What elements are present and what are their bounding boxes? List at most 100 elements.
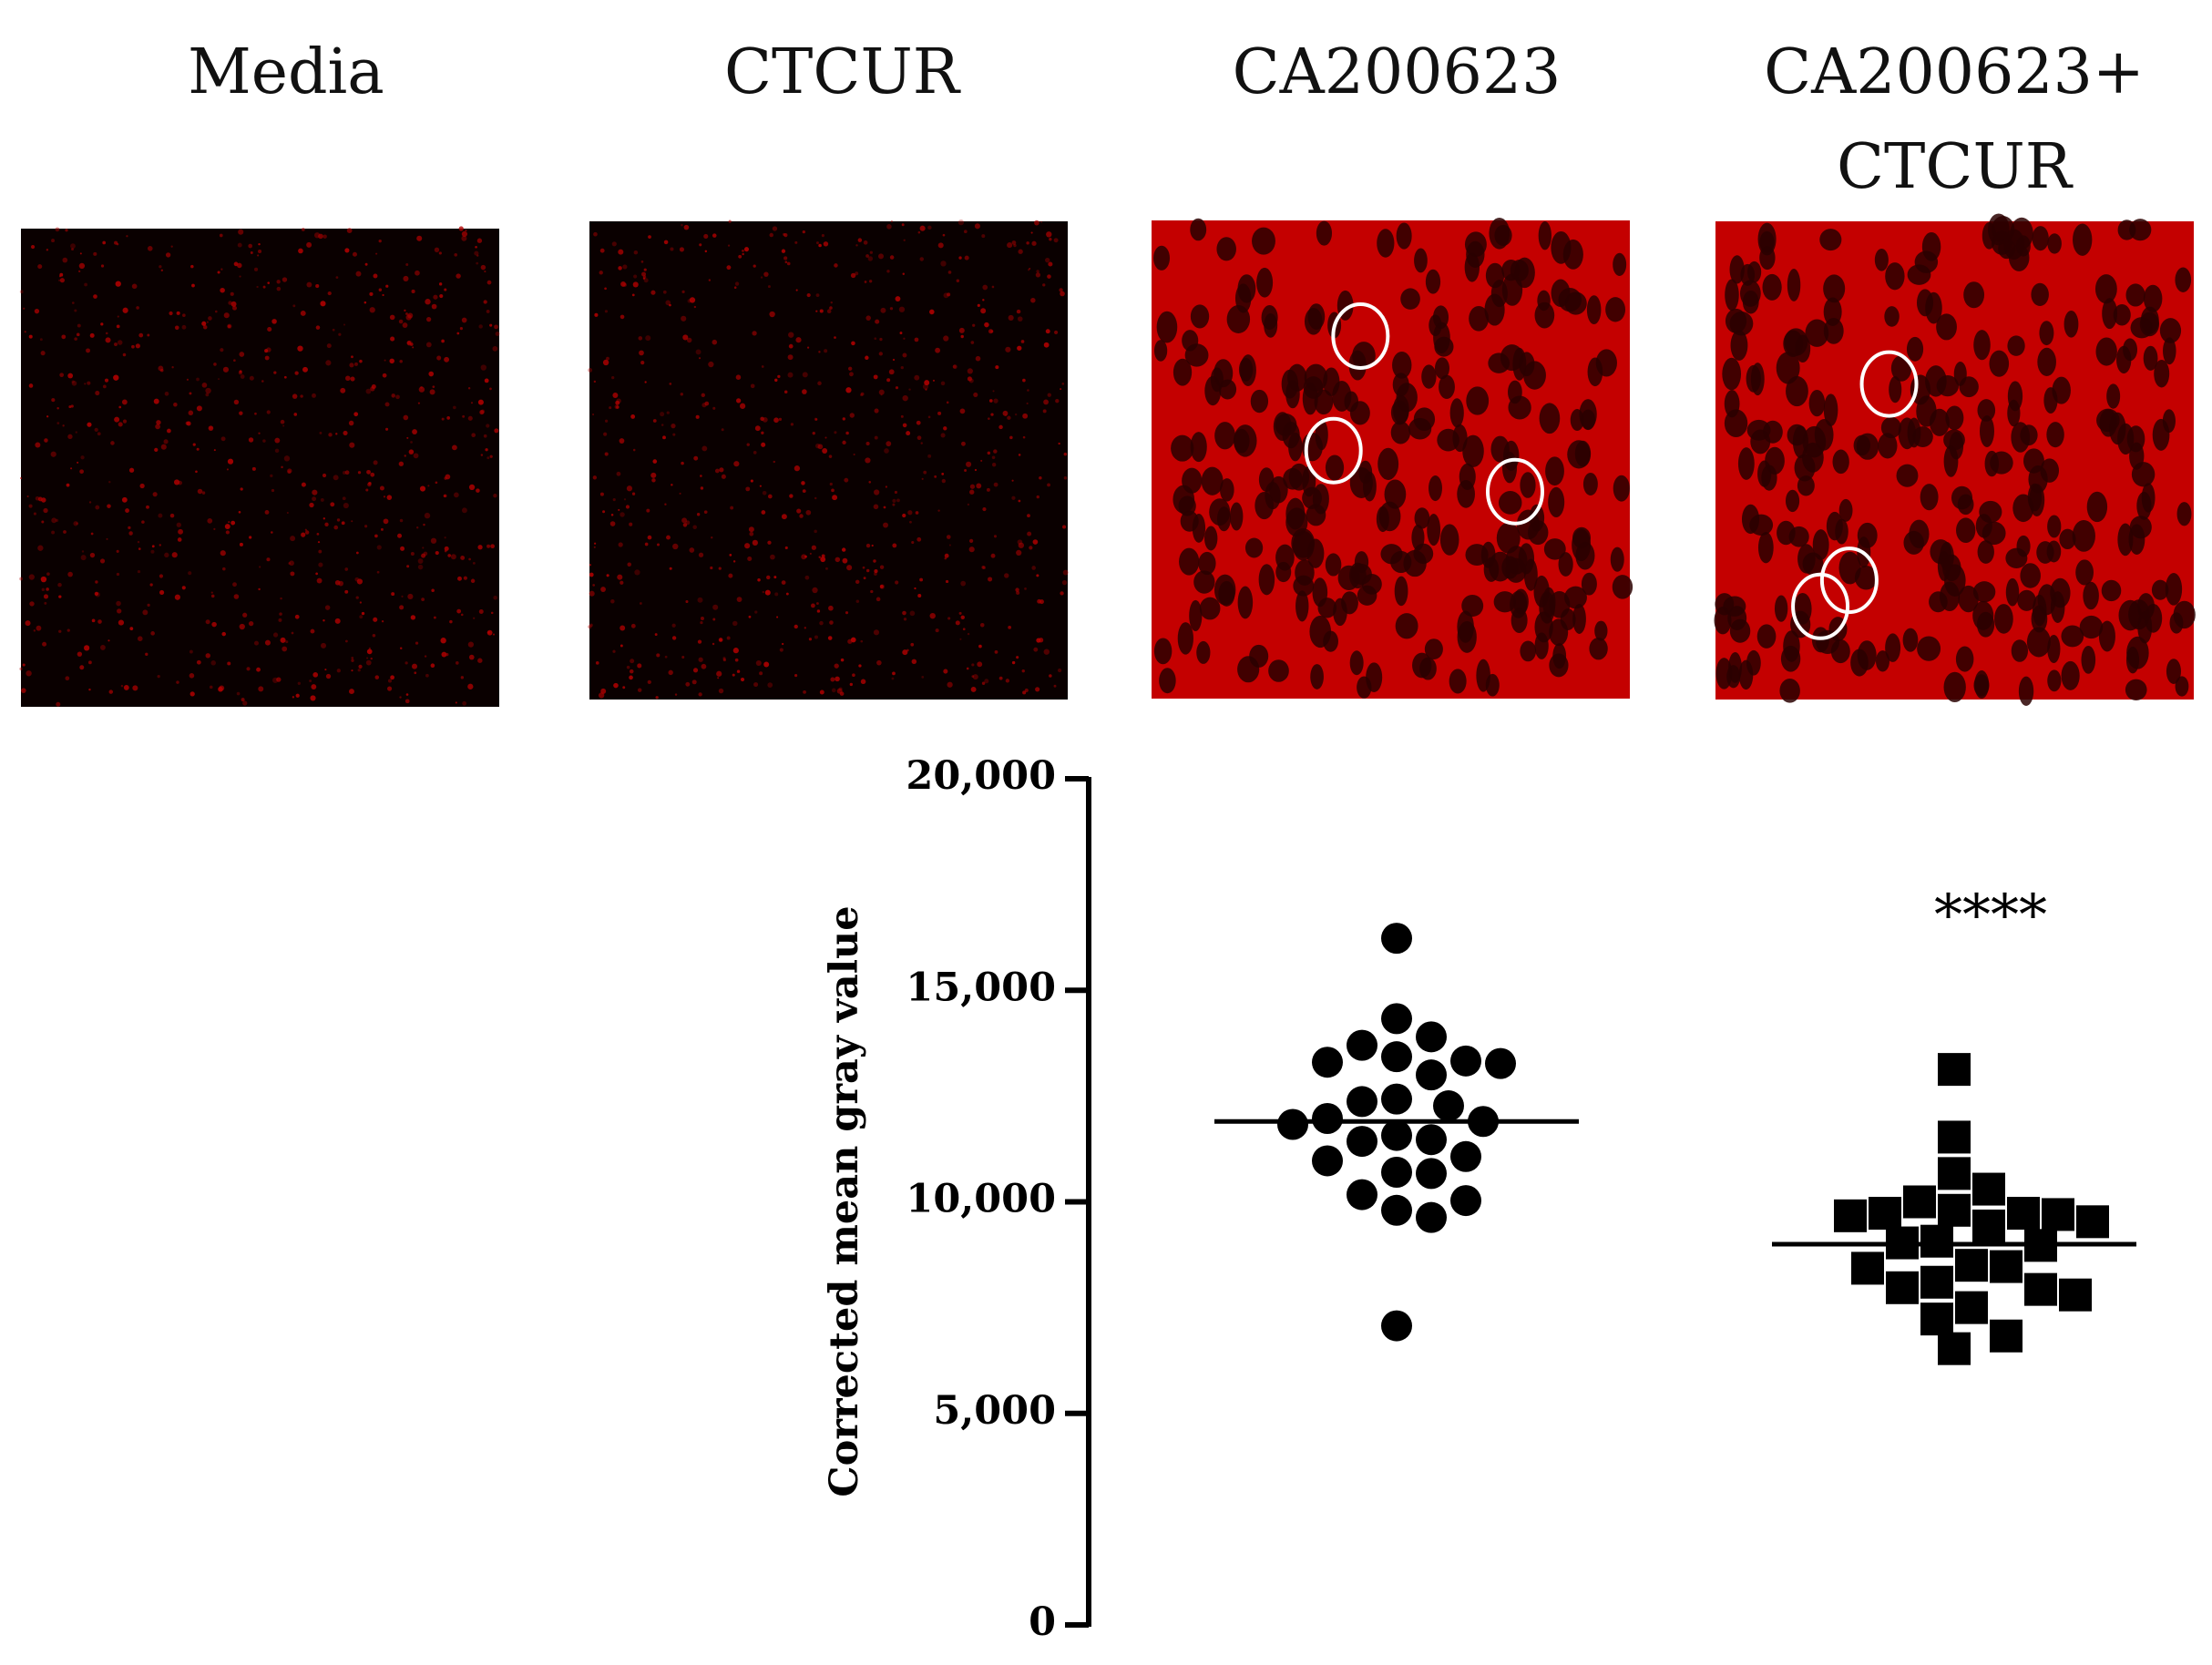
speck	[701, 393, 705, 398]
cell-nucleus	[2101, 579, 2122, 602]
speck	[73, 521, 78, 526]
speck	[220, 348, 224, 352]
speck	[1022, 690, 1027, 695]
speck	[963, 230, 968, 234]
speck	[781, 580, 786, 585]
speck	[1027, 514, 1030, 518]
speck	[283, 375, 287, 379]
speck	[753, 264, 756, 268]
speck	[389, 314, 395, 321]
speck	[879, 337, 883, 342]
cell-nucleus	[1449, 669, 1467, 694]
speck	[366, 469, 371, 475]
speck	[629, 675, 633, 680]
speck	[964, 255, 969, 260]
cell-nucleus	[1802, 552, 1824, 576]
speck	[860, 392, 865, 396]
speck	[602, 510, 606, 514]
speck	[310, 628, 315, 634]
cell-nucleus	[1729, 255, 1745, 284]
speck	[589, 564, 591, 567]
cell-nucleus	[1722, 357, 1742, 391]
speck	[700, 617, 704, 621]
speck	[829, 620, 834, 625]
speck	[431, 303, 437, 310]
cell-nucleus	[1159, 668, 1176, 694]
speck	[977, 661, 983, 668]
cell-nucleus	[1936, 313, 1957, 341]
speck	[291, 631, 294, 635]
speck	[108, 689, 114, 694]
cell-nucleus	[1724, 390, 1740, 418]
cell-nucleus	[2052, 376, 2071, 404]
speck	[610, 598, 615, 604]
speck	[761, 365, 764, 368]
speck	[640, 360, 645, 365]
data-square	[1990, 1250, 2023, 1283]
speck	[669, 567, 672, 570]
speck	[67, 434, 73, 440]
speck	[728, 220, 732, 223]
speck	[160, 269, 163, 271]
speck	[865, 254, 869, 258]
data-square	[2059, 1278, 2092, 1312]
speck	[865, 315, 871, 321]
cell-nucleus	[1548, 486, 1565, 517]
speck	[222, 567, 226, 571]
speck	[94, 427, 98, 433]
cell-nucleus	[2143, 284, 2163, 312]
cell-nucleus	[1252, 227, 1275, 255]
speck	[351, 355, 353, 359]
speck	[446, 416, 450, 420]
cell-nucleus	[1777, 520, 1796, 546]
speck	[988, 417, 990, 420]
speck	[476, 261, 479, 265]
cell-nucleus	[1730, 330, 1748, 361]
speck	[419, 485, 426, 492]
cell-nucleus	[1973, 674, 1990, 697]
speck	[799, 514, 804, 518]
speck	[672, 543, 679, 550]
speck	[844, 477, 849, 483]
speck	[992, 390, 995, 393]
speck	[208, 316, 212, 321]
speck	[700, 620, 703, 625]
speck	[121, 496, 128, 503]
speck	[51, 530, 56, 535]
speck	[476, 238, 483, 243]
speck	[226, 468, 229, 471]
data-point	[1433, 1090, 1464, 1122]
speck	[239, 370, 242, 373]
speck	[932, 379, 936, 382]
speck	[708, 361, 714, 368]
cell-nucleus	[1784, 328, 1808, 356]
speck	[984, 679, 989, 684]
speck	[483, 300, 487, 304]
speck	[645, 335, 651, 342]
speck	[766, 575, 771, 580]
speck	[343, 430, 348, 435]
data-point	[1381, 923, 1412, 955]
speck	[966, 667, 969, 670]
speck	[266, 557, 271, 562]
speck	[991, 285, 995, 289]
speck	[785, 592, 789, 596]
speck	[424, 512, 431, 519]
speck	[483, 434, 487, 438]
speck	[292, 304, 296, 308]
speck	[62, 424, 65, 427]
speck	[1008, 314, 1014, 322]
speck	[755, 659, 762, 667]
speck	[923, 470, 927, 475]
speck	[941, 478, 946, 484]
speck	[468, 484, 476, 491]
speck	[280, 637, 286, 643]
y-axis-label: Corrected mean gray value	[822, 905, 867, 1496]
speck	[754, 610, 758, 614]
speck	[1020, 340, 1025, 343]
y-tick-label: 0	[1029, 1599, 1056, 1645]
cell-nucleus	[1909, 519, 1930, 548]
speck	[877, 253, 884, 260]
speck	[159, 265, 162, 269]
speck	[734, 281, 740, 286]
